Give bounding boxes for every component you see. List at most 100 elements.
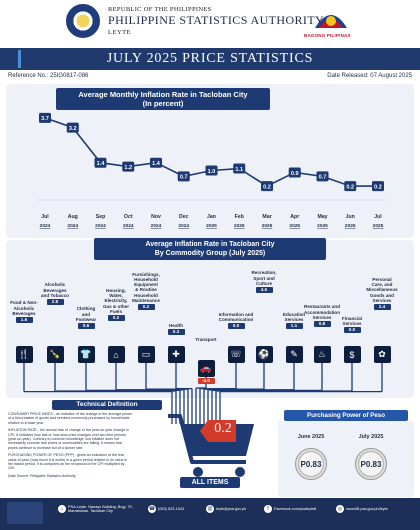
data-point-sep-2024: [94, 157, 107, 168]
bagong-pilipinas-logo: [315, 15, 347, 28]
phone-icon: ☎: [148, 505, 156, 513]
all-items-label: ALL ITEMS: [180, 477, 240, 488]
agency-name: PHILIPPINE STATISTICS AUTHORITY: [108, 13, 325, 27]
x-tick-month: Apr: [290, 214, 299, 220]
x-tick-year: 2024: [151, 223, 162, 229]
commodity-label: Information and Communication: [218, 311, 254, 322]
data-point-jun-2025: [344, 181, 357, 192]
republic-label: REPUBLIC OF THE PHILIPPINES: [108, 6, 212, 13]
header: REPUBLIC OF THE PHILIPPINES PHILIPPINE S…: [0, 0, 420, 44]
x-tick-month: Dec: [179, 214, 189, 220]
x-tick-year: 2025: [289, 223, 300, 229]
x-tick-month: Jan: [207, 214, 216, 220]
x-tick-year: 2024: [67, 223, 78, 229]
footer-facebook[interactable]: Facebook.com/psaleyte8: [274, 507, 317, 511]
commodity-label: Housing, Water, Electricity, Gas & other…: [102, 288, 130, 314]
commodity-label: Restaurants and Accommodation Services: [304, 304, 341, 320]
monthly-inflation-chart: 3.7 Jul 2024 3.2 Aug 2024 1.4 Sep 2024 1.2 Oct 2024…: [37, 112, 386, 229]
x-tick-year: 2025: [262, 223, 273, 229]
commodity-value: 1.1: [285, 323, 303, 329]
web-icon: ◎: [336, 505, 344, 513]
commodity-label: Personal Care, and Miscellaneous Goods a…: [366, 277, 398, 303]
commodity-value: 2.4: [373, 304, 391, 310]
all-items-value: 0.2: [214, 421, 232, 436]
reference-number: Reference No.: 25IG0817-086: [8, 73, 89, 79]
cpi-definition: CONSUMER PRICE INDEX - an indicator of t…: [8, 412, 132, 425]
x-tick-month: Jul: [41, 214, 49, 220]
inflation-definition: INFLATION RATE - the annual rate of chan…: [8, 428, 129, 450]
data-point-dec-2024: [177, 171, 190, 182]
x-tick-month: Jun: [346, 214, 355, 220]
data-point-jul-2024: [39, 112, 51, 123]
money-icon: $: [343, 346, 361, 363]
book-icon: ✎: [285, 346, 303, 363]
pp-june-label: June 2025: [297, 434, 325, 440]
data-point-oct-2024: [122, 161, 135, 172]
footer-website[interactable]: rssos08.psa.gov.ph/leyte: [346, 507, 388, 511]
data-label: 0.9: [291, 171, 299, 177]
data-source: Data Source: Philippine Statistics Autho…: [8, 473, 76, 478]
pp-june-value: P0.83: [300, 459, 322, 469]
data-label: 0.7: [180, 175, 188, 181]
ball-icon: ⚽: [255, 346, 273, 363]
data-label: 1.4: [97, 161, 106, 167]
x-tick-year: 2024: [123, 223, 134, 229]
data-point-aug-2024: [66, 122, 79, 133]
technical-definition-box: CONSUMER PRICE INDEX - an indicator of t…: [5, 410, 135, 496]
house-icon: ⌂: [107, 346, 125, 363]
food-icon: 🍴: [15, 346, 33, 363]
data-label: 1.2: [124, 165, 132, 171]
commodity-value: 1.6: [15, 317, 33, 323]
commodity-label: Recreation, Sport and Culture: [251, 270, 277, 286]
pp-june-coin: P0.83: [295, 448, 327, 480]
ppp-definition: PURCHASING POWER OF PESO (PPP) - gives a…: [8, 453, 128, 471]
office-name: LEYTE: [108, 29, 132, 36]
fork-icon: ♨: [313, 346, 331, 363]
x-tick-year: 2025: [206, 223, 217, 229]
commodity-title: Average Inflation Rate in Tacloban City …: [94, 238, 326, 260]
x-tick-month: Jul: [374, 214, 382, 220]
commodity-value: 0.0: [343, 327, 361, 333]
x-tick-month: May: [317, 214, 327, 220]
x-tick-month: Nov: [151, 214, 161, 220]
x-tick-month: Aug: [68, 214, 78, 220]
commodity-value: 0.3: [167, 329, 185, 335]
data-point-mar-2025: [261, 181, 273, 192]
commodity-label: Financial Services: [342, 315, 362, 326]
data-label: 3.7: [41, 116, 49, 122]
commodity-label: Food & Non-Alcoholic Beverages: [10, 300, 38, 316]
x-tick-month: Sep: [96, 214, 106, 220]
x-tick-year: 2025: [373, 223, 384, 229]
x-tick-month: Oct: [124, 214, 133, 220]
data-label: 1.1: [235, 167, 243, 173]
page-title: JULY 2025 PRICE STATISTICS: [106, 51, 314, 66]
commodity-value: 2.8: [46, 299, 64, 305]
data-label: 1.4: [152, 161, 161, 167]
commodity-value: 0.2: [137, 304, 155, 310]
footer-email[interactable]: leyte@psa.gov.ph: [216, 507, 247, 511]
data-label: 0.7: [319, 175, 327, 181]
title-band: JULY 2025 PRICE STATISTICS: [0, 48, 420, 70]
x-tick-month: Mar: [262, 214, 271, 220]
location-icon: ⌂: [58, 505, 66, 513]
commodity-value: 4.5: [255, 287, 273, 293]
commodity-value: 0.0: [227, 323, 245, 329]
commodity-title-line1: Average Inflation Rate in Tacloban City: [145, 241, 275, 248]
commodity-label: Clothing and Footwear: [75, 306, 97, 322]
x-tick-year: 2024: [40, 223, 51, 229]
x-tick-year: 2025: [234, 223, 245, 229]
data-point-feb-2025: [233, 163, 246, 174]
footer-address: PSA-Leyte, Nanays Building, Brgy. 79, Ma…: [68, 505, 133, 514]
shirt-icon: 👕: [77, 346, 95, 363]
x-tick-year: 2025: [317, 223, 328, 229]
commodity-label: Transport: [195, 336, 217, 342]
data-label: 0.2: [374, 184, 382, 190]
commodity-value: 0.6: [77, 323, 95, 329]
footer-phone[interactable]: (053) 523-1343: [158, 507, 184, 511]
pp-july-value: P0.83: [360, 459, 382, 469]
data-label: 3.2: [69, 126, 77, 132]
facebook-icon: f: [264, 505, 272, 513]
car-icon: 🚗: [197, 360, 215, 377]
purchasing-power-heading: Purchasing Power of Peso: [284, 410, 408, 421]
technical-heading: Technical Definition: [52, 400, 162, 410]
